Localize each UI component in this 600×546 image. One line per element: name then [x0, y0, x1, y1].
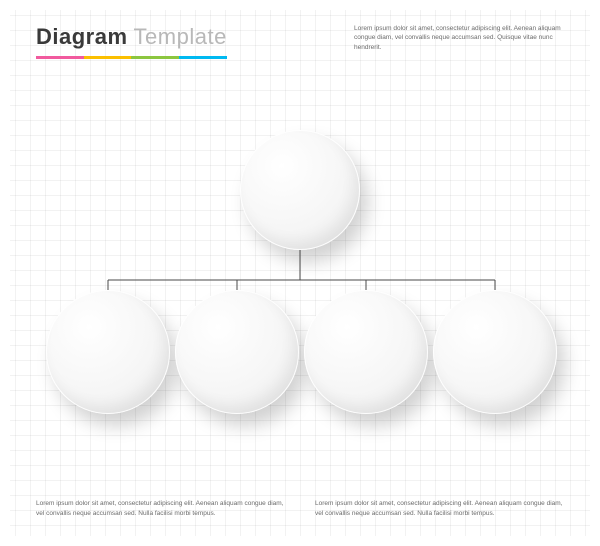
footer: Lorem ipsum dolor sit amet, consectetur … — [36, 499, 564, 518]
header-lorem: Lorem ipsum dolor sit amet, consectetur … — [354, 24, 564, 52]
accent-segment — [84, 56, 132, 59]
accent-bar — [36, 56, 227, 59]
title-sub: Template — [134, 24, 227, 50]
footer-col-2: Lorem ipsum dolor sit amet, consectetur … — [315, 499, 564, 518]
page: Diagram Template Lorem ipsum dolor sit a… — [0, 0, 600, 546]
connectors-svg — [0, 0, 600, 546]
accent-segment — [131, 56, 179, 59]
title-block: Diagram Template — [36, 24, 227, 59]
accent-segment — [179, 56, 227, 59]
title-row: Diagram Template — [36, 24, 227, 50]
footer-col-1: Lorem ipsum dolor sit amet, consectetur … — [36, 499, 285, 518]
accent-segment — [36, 56, 84, 59]
title-main: Diagram — [36, 24, 128, 50]
header: Diagram Template Lorem ipsum dolor sit a… — [36, 24, 564, 59]
